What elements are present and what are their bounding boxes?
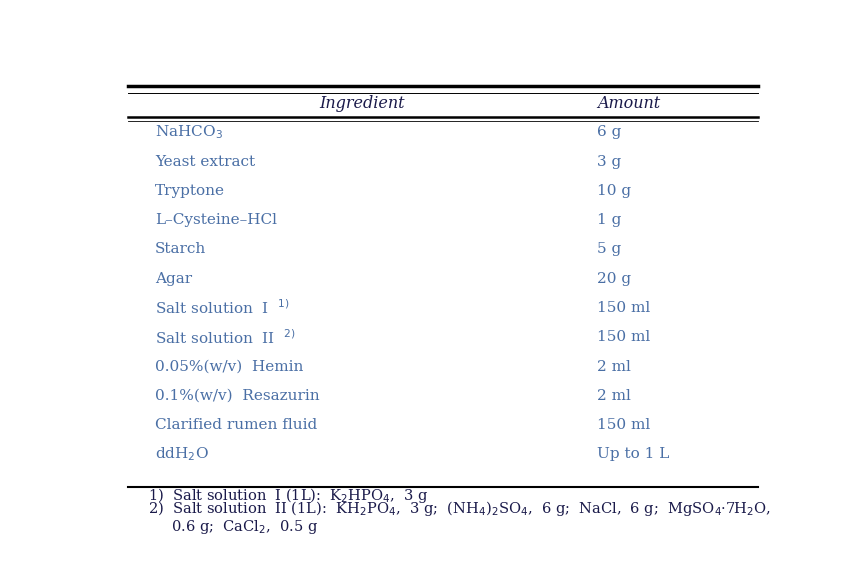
Text: 0.1%(w/v)  Resazurin: 0.1%(w/v) Resazurin (155, 389, 320, 403)
Text: Amount: Amount (597, 95, 660, 112)
Text: Salt solution  II  $^{2)}$: Salt solution II $^{2)}$ (155, 328, 295, 347)
Text: 150 ml: 150 ml (597, 301, 650, 315)
Text: 10 g: 10 g (597, 184, 631, 198)
Text: 150 ml: 150 ml (597, 331, 650, 345)
Text: 1)  Salt solution  I (1L):  K$_2$HPO$_4$,  3 g: 1) Salt solution I (1L): K$_2$HPO$_4$, 3… (149, 486, 429, 505)
Text: 2 ml: 2 ml (597, 360, 631, 374)
Text: 150 ml: 150 ml (597, 418, 650, 432)
Text: Starch: Starch (155, 242, 206, 256)
Text: 3 g: 3 g (597, 154, 621, 168)
Text: 20 g: 20 g (597, 272, 631, 285)
Text: Tryptone: Tryptone (155, 184, 225, 198)
Text: Yeast extract: Yeast extract (155, 154, 255, 168)
Text: ddH$_2$O: ddH$_2$O (155, 446, 209, 463)
Text: 0.05%(w/v)  Hemin: 0.05%(w/v) Hemin (155, 360, 303, 374)
Text: 2)  Salt solution  II (1L):  KH$_2$PO$_4$,  3 g;  (NH$_4$)$_2$SO$_4$,  6 g;  NaC: 2) Salt solution II (1L): KH$_2$PO$_4$, … (149, 498, 771, 518)
Text: 2 ml: 2 ml (597, 389, 631, 403)
Text: Salt solution  I  $^{1)}$: Salt solution I $^{1)}$ (155, 299, 289, 318)
Text: L–Cysteine–HCl: L–Cysteine–HCl (155, 213, 276, 227)
Text: 6 g: 6 g (597, 125, 621, 139)
Text: 5 g: 5 g (597, 242, 621, 256)
Text: Agar: Agar (155, 272, 192, 285)
Text: NaHCO$_3$: NaHCO$_3$ (155, 123, 223, 141)
Text: Ingredient: Ingredient (320, 95, 405, 112)
Text: Up to 1 L: Up to 1 L (597, 448, 670, 462)
Text: 1 g: 1 g (597, 213, 621, 227)
Text: 0.6 g;  CaCl$_2$,  0.5 g: 0.6 g; CaCl$_2$, 0.5 g (149, 518, 319, 535)
Text: Clarified rumen fluid: Clarified rumen fluid (155, 418, 317, 432)
